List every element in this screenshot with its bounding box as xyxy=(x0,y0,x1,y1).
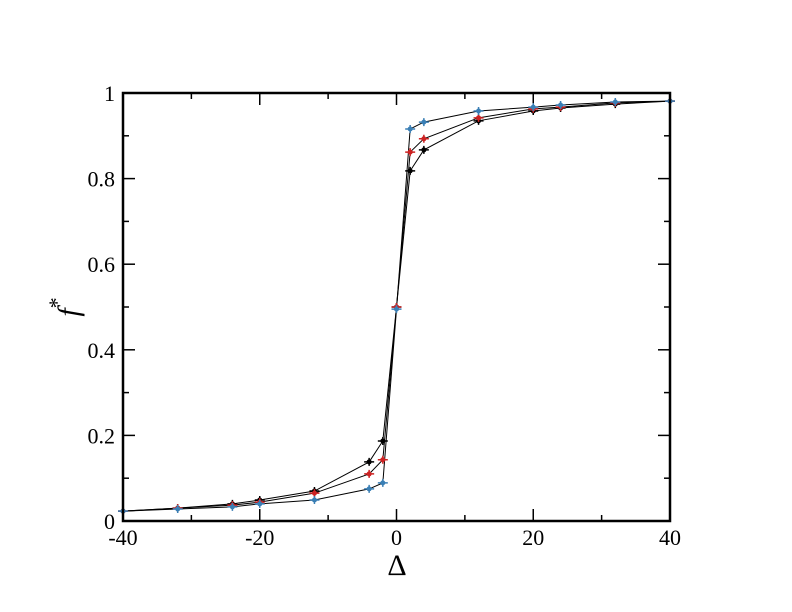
marker xyxy=(394,306,399,312)
marker xyxy=(421,147,427,153)
y-tick-label: 0.6 xyxy=(88,252,116,277)
marker xyxy=(366,459,372,465)
y-tick-label: 0 xyxy=(104,509,115,534)
x-tick-label: 0 xyxy=(391,525,402,550)
marker xyxy=(380,457,386,463)
marker xyxy=(476,108,482,114)
marker xyxy=(476,115,482,121)
y-tick-label: 0.8 xyxy=(88,167,116,192)
marker xyxy=(421,136,427,142)
marker xyxy=(380,480,386,486)
marker xyxy=(530,104,536,110)
y-axis-label-sup: * xyxy=(44,297,69,308)
marker xyxy=(612,99,618,105)
marker xyxy=(366,471,372,477)
marker xyxy=(311,490,317,496)
x-tick-label: 40 xyxy=(659,525,681,550)
marker xyxy=(407,168,413,174)
y-tick-label: 1 xyxy=(104,81,115,106)
x-tick-label: 20 xyxy=(522,525,544,550)
plot-frame xyxy=(121,91,672,523)
y-tick-label: 0.2 xyxy=(88,423,116,448)
marker xyxy=(407,126,413,132)
marker xyxy=(421,119,427,125)
marker xyxy=(229,504,235,510)
y-axis-label: f* xyxy=(44,297,85,316)
marker xyxy=(366,486,372,492)
marker xyxy=(407,149,413,155)
x-tick-label: -20 xyxy=(245,525,274,550)
marker xyxy=(311,497,317,503)
x-tick-label: -40 xyxy=(108,525,137,550)
marker xyxy=(380,438,386,444)
x-axis-label: Δ xyxy=(387,549,406,582)
marker xyxy=(558,102,564,108)
marker xyxy=(175,506,181,512)
marker xyxy=(257,501,263,507)
y-tick-label: 0.4 xyxy=(88,338,116,363)
